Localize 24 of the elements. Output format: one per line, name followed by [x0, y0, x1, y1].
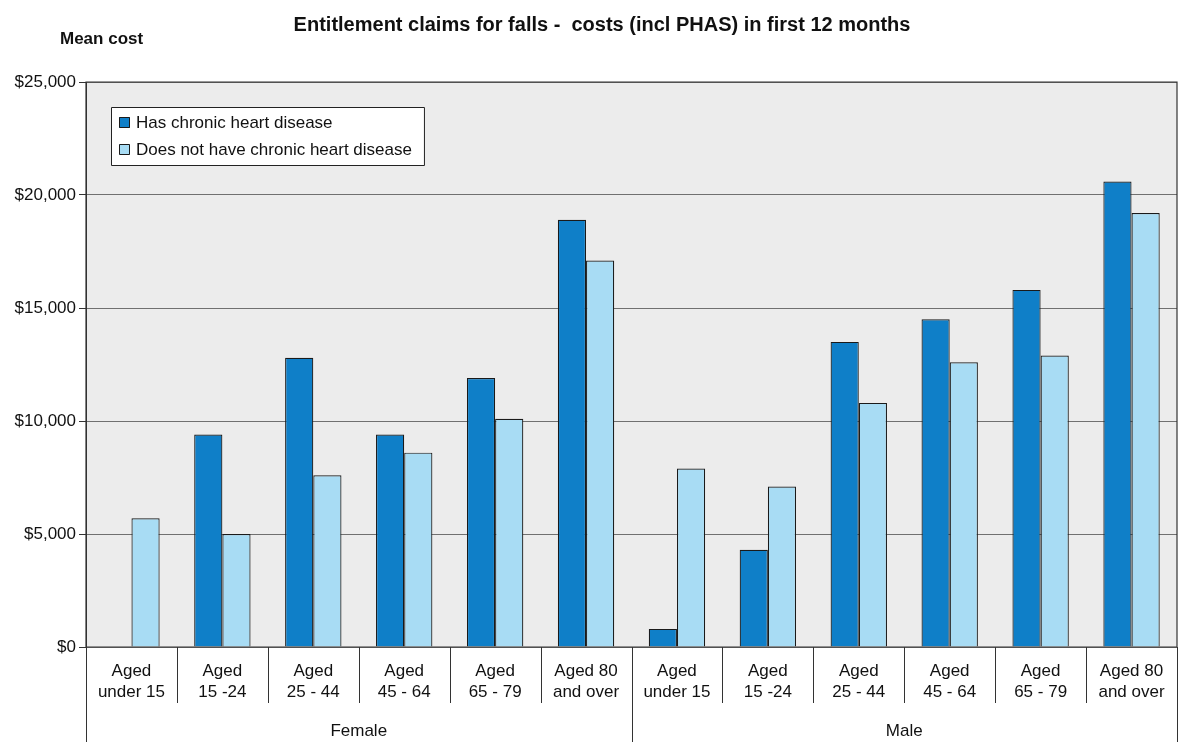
chart-title: Entitlement claims for falls - costs (incl PHAS) in first 12 months: [293, 12, 911, 35]
x-tick-label: Aged under 15: [97, 661, 166, 701]
x-tick-label: Aged 15 -24: [198, 661, 247, 701]
x-tick-label: Aged 80 and over: [1098, 661, 1165, 701]
x-tick-label: Aged 45 - 64: [923, 661, 977, 701]
y-tick-label: $25,000: [14, 71, 76, 91]
x-tick-label: Aged 65 - 79: [468, 661, 522, 701]
x-tick-label: Aged 15 -24: [743, 661, 792, 701]
y-tick-label: $10,000: [14, 410, 76, 430]
x-tick-label: Aged 80 and over: [552, 661, 620, 701]
legend-label: Has chronic heart disease: [136, 113, 333, 133]
text: Female: [330, 720, 388, 740]
y-tick-label: $0: [57, 636, 76, 656]
y-tick-label: $5,000: [24, 523, 76, 543]
x-tick-label: Aged 45 - 64: [377, 661, 431, 701]
legend-label: Does not have chronic heart disease: [136, 140, 412, 160]
y-axis-title: Mean cost: [60, 28, 144, 48]
x-tick-label: Aged 25 - 44: [286, 661, 340, 701]
y-tick-label: $20,000: [14, 184, 76, 204]
y-tick-label: $15,000: [14, 297, 76, 317]
x-tick-label: Aged under 15: [643, 661, 711, 701]
x-tick-label: Aged 25 - 44: [832, 661, 886, 701]
text: Male: [885, 720, 923, 740]
x-tick-label: Aged 65 - 79: [1014, 661, 1068, 701]
